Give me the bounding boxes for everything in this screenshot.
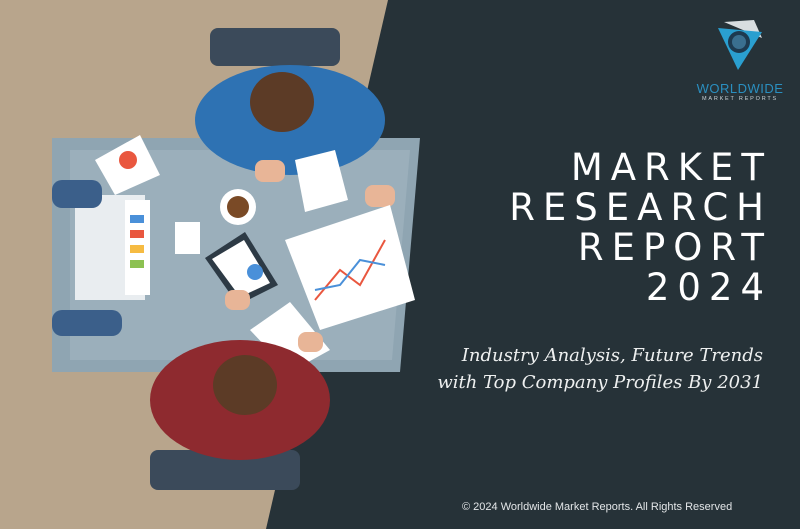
title-line: RESEARCH <box>509 186 772 229</box>
report-subtitle: Industry Analysis, Future Trends with To… <box>437 342 763 396</box>
logo-name: WORLDWIDE <box>696 81 784 96</box>
brand-logo: WORLDWIDE MARKET REPORTS <box>690 18 790 102</box>
title-line: 2024 <box>645 266 772 309</box>
dark-panel <box>266 0 800 529</box>
globe-triangle-logo-icon <box>718 20 762 70</box>
subtitle-line: Industry Analysis, Future Trends <box>461 345 763 366</box>
subtitle-line: with Top Company Profiles By 2031 <box>437 372 763 393</box>
title-line: MARKET <box>570 146 772 189</box>
logo-tagline: MARKET REPORTS <box>701 96 779 102</box>
office-meeting-illustration <box>52 28 420 490</box>
report-title: MARKET RESEARCH REPORT 2024 <box>509 148 764 308</box>
title-line: REPORT <box>577 226 772 269</box>
copyright-notice: © 2024 Worldwide Market Reports. All Rig… <box>462 501 733 513</box>
